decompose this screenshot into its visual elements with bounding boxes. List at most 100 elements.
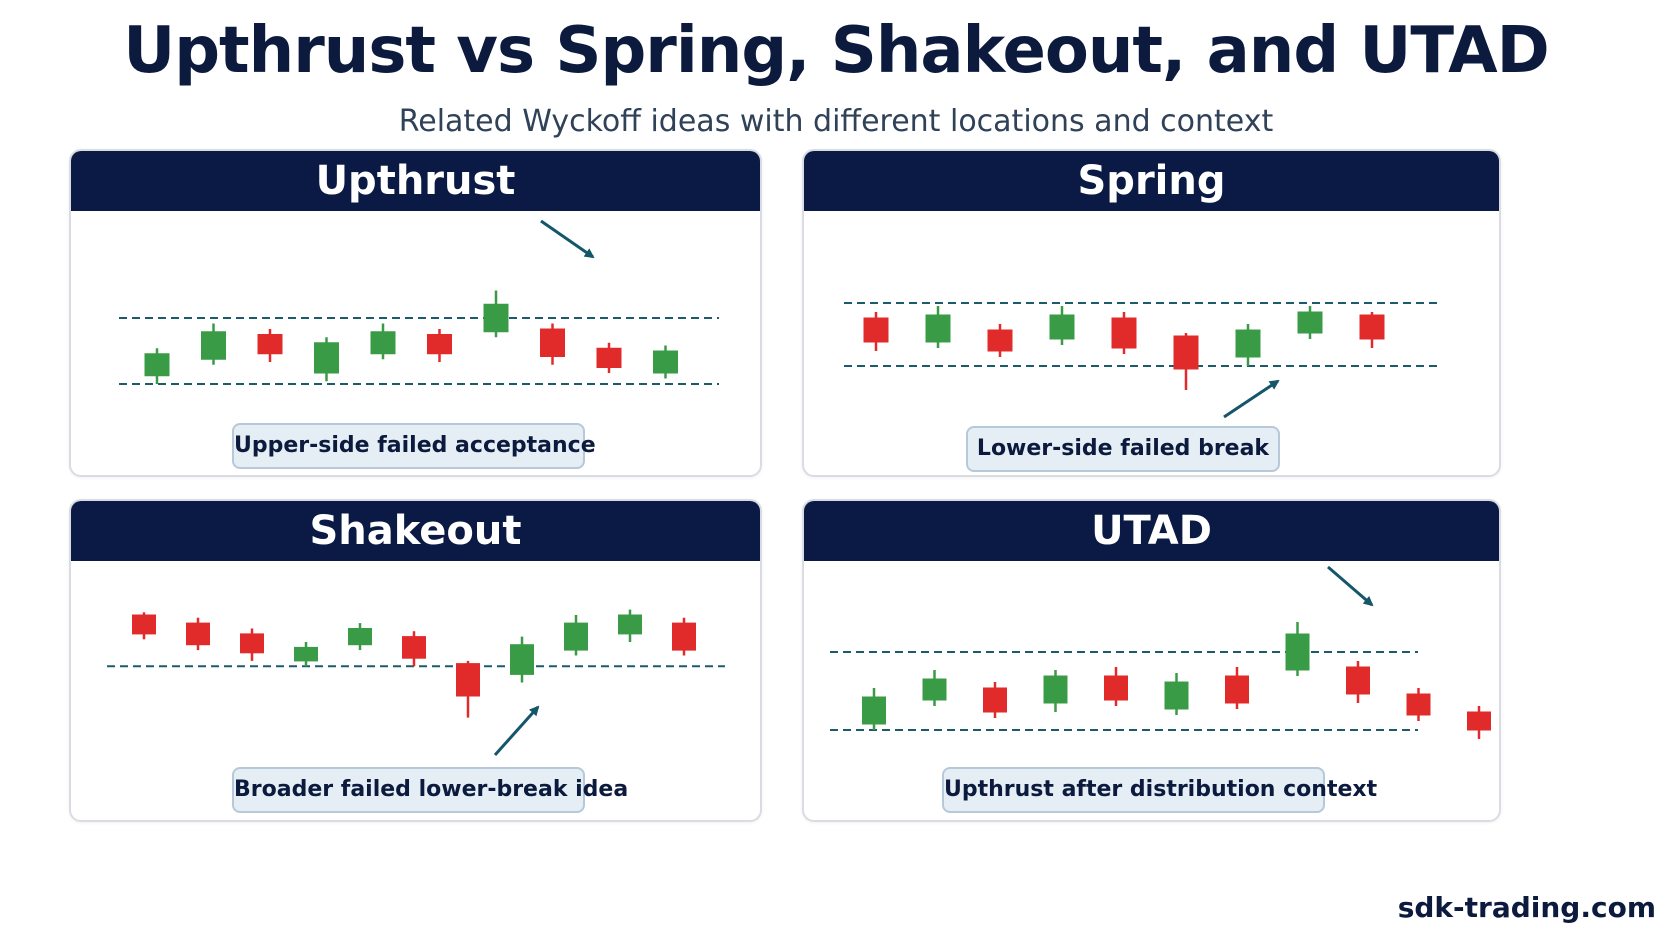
down-right-arrow	[1327, 565, 1374, 607]
candle-body	[1043, 675, 1068, 704]
candle	[1225, 667, 1249, 709]
candle	[257, 329, 283, 362]
shakeout-chart	[107, 609, 725, 757]
candle-body	[862, 696, 886, 725]
panel-shakeout-caption: Broader failed lower-break idea	[232, 767, 628, 813]
candle-body	[257, 334, 283, 355]
candle-body	[294, 646, 318, 662]
candle	[1297, 306, 1323, 339]
candle-body	[402, 636, 426, 659]
candle	[862, 688, 886, 730]
site-url: sdk-trading.com	[1397, 891, 1656, 924]
candle	[1111, 312, 1137, 354]
page-subtitle: Related Wyckoff ideas with different loc…	[398, 104, 1274, 139]
candle	[348, 623, 372, 651]
candle	[925, 306, 951, 348]
candle-body	[314, 342, 339, 374]
candle-body	[348, 628, 372, 646]
down-right-arrow	[540, 219, 595, 259]
candle	[922, 670, 947, 706]
candle-body	[240, 633, 264, 654]
candle	[1164, 673, 1189, 715]
candle	[983, 682, 1007, 718]
up-right-arrow	[1223, 379, 1280, 419]
candle-body	[456, 663, 480, 697]
candle-body	[186, 622, 210, 646]
panel-upthrust-caption: Upper-side failed acceptance	[232, 423, 596, 469]
candle	[987, 324, 1013, 357]
candle	[672, 617, 696, 656]
panel-upthrust-title: Upthrust	[71, 151, 760, 211]
panel-shakeout: Shakeout Broader failed lower-break idea	[69, 499, 762, 822]
candle-body	[1346, 666, 1370, 695]
candle	[402, 631, 426, 667]
candle-body	[427, 334, 452, 355]
page-title: Upthrust vs Spring, Shakeout, and UTAD	[123, 14, 1549, 88]
candle	[1104, 667, 1128, 706]
up-right-arrow	[493, 705, 540, 757]
candle-body	[1285, 633, 1310, 671]
candle	[144, 348, 170, 384]
candle-body	[1406, 693, 1431, 716]
candle	[1346, 661, 1370, 703]
candle	[1173, 333, 1199, 390]
candle	[132, 612, 156, 640]
candle	[294, 642, 318, 667]
panel-spring-title: Spring	[804, 151, 1499, 211]
candle	[618, 609, 642, 642]
candle-body	[483, 303, 509, 333]
candle	[1467, 706, 1491, 739]
candle	[427, 329, 452, 362]
upthrust-chart	[119, 219, 719, 385]
candle-body	[1297, 311, 1323, 334]
panel-spring-caption: Lower-side failed break	[966, 426, 1280, 472]
candle-body	[987, 329, 1013, 352]
candle-body	[144, 353, 170, 377]
utad-chart	[830, 565, 1491, 739]
candle	[510, 636, 534, 683]
candle-body	[672, 622, 696, 651]
candle-body	[596, 347, 622, 368]
candle	[370, 323, 396, 360]
candle-body	[1173, 335, 1199, 370]
candle-body	[1235, 329, 1261, 358]
candle-body	[1049, 314, 1075, 340]
candle	[1235, 324, 1261, 366]
candle	[1359, 312, 1385, 348]
candle-body	[922, 678, 947, 701]
candle-body	[983, 687, 1007, 713]
candle	[314, 337, 339, 382]
candle-body	[1104, 675, 1128, 701]
candle-body	[925, 314, 951, 343]
candle	[456, 660, 480, 718]
panel-spring: Spring Lower-side failed break	[802, 149, 1501, 477]
candle-body	[1359, 314, 1385, 340]
candle-body	[370, 331, 396, 355]
candle-body	[1467, 711, 1491, 731]
candle	[1285, 622, 1310, 676]
candle	[863, 312, 889, 351]
candle-body	[132, 614, 156, 635]
candle-body	[653, 350, 678, 374]
candle	[653, 345, 678, 379]
candle	[483, 290, 509, 338]
panel-utad-caption: Upthrust after distribution context	[942, 767, 1377, 813]
candle-body	[540, 328, 565, 357]
candle-body	[863, 317, 889, 343]
candle	[596, 342, 622, 373]
candle	[1406, 688, 1431, 721]
candle-body	[564, 622, 588, 651]
candle	[240, 628, 264, 661]
candle-body	[1111, 317, 1137, 349]
candle	[1043, 670, 1068, 712]
candle	[564, 615, 588, 656]
candle-body	[510, 644, 534, 675]
candle-body	[1164, 681, 1189, 710]
candle-body	[1225, 675, 1249, 704]
spring-chart	[844, 302, 1438, 419]
panel-shakeout-title: Shakeout	[71, 501, 760, 561]
candle	[1049, 306, 1075, 345]
candle	[201, 323, 226, 365]
panel-upthrust: Upthrust Upper-side failed acceptance	[69, 149, 762, 477]
candle	[540, 323, 565, 365]
